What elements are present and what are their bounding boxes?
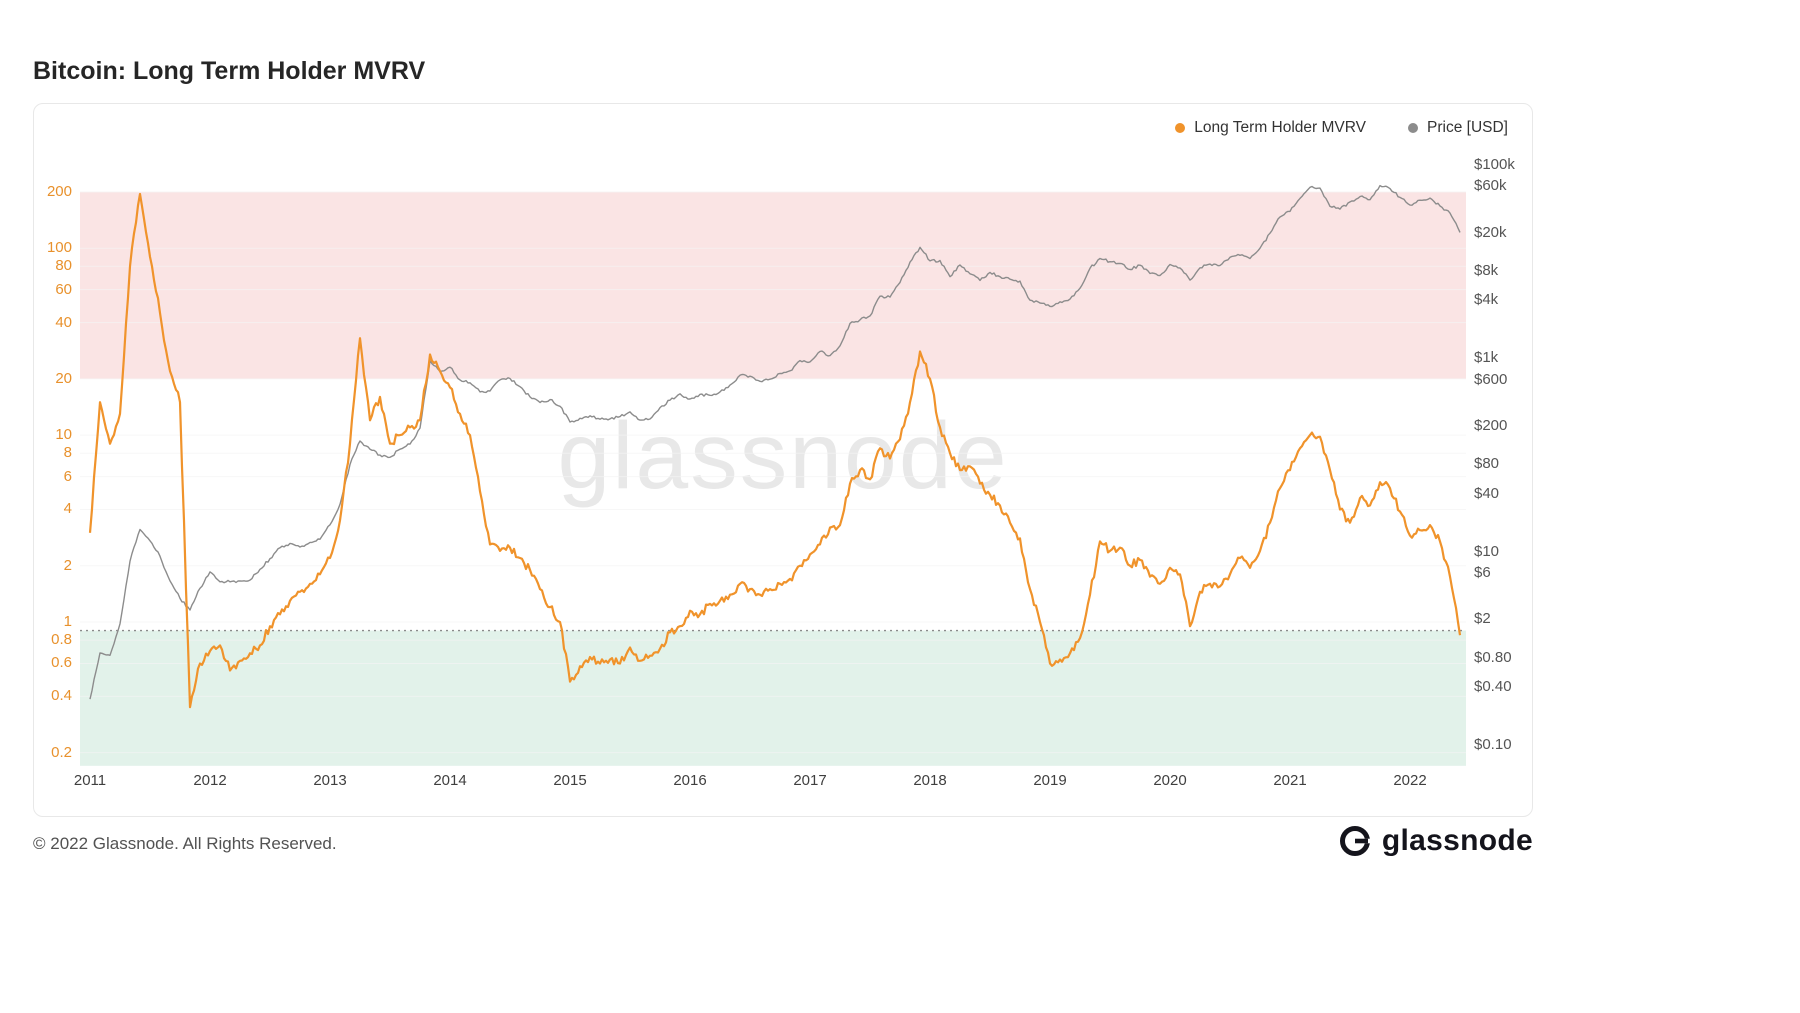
glassnode-watermark: glassnode [557,403,1009,509]
y-axis-left-tick: 0.4 [51,687,72,705]
y-axis-left-tick: 6 [63,467,72,485]
x-axis-tick: 2013 [313,772,347,789]
zone-undervaluation [80,630,1466,766]
y-axis-right-tick: $1k [1474,349,1499,367]
y-axis-right-tick: $0.40 [1474,677,1512,695]
y-axis-right-tick: $2 [1474,610,1491,628]
y-axis-right-tick: $20k [1474,223,1507,241]
x-axis-tick: 2021 [1273,772,1307,789]
y-axis-right-tick: $200 [1474,416,1508,434]
x-axis-tick: 2020 [1153,772,1187,789]
y-axis-left-tick: 60 [55,280,72,298]
y-axis-left-tick: 0.6 [51,654,72,672]
y-axis-left-tick: 8 [63,444,72,462]
y-axis-right-tick: $100k [1474,156,1515,173]
y-axis-left-tick: 0.2 [51,743,72,761]
glassnode-logo-icon [1339,826,1372,856]
series-mvrv-line[interactable] [88,192,1462,709]
y-axis-left-tick: 10 [55,426,72,444]
legend-item-mvrv[interactable]: Long Term Holder MVRV [1175,119,1366,137]
page-title: Bitcoin: Long Term Holder MVRV [33,56,426,85]
y-axis-right-tick: $0.10 [1474,736,1512,754]
glassnode-logo: glassnode [1338,824,1533,858]
x-axis-tick: 2017 [793,772,827,789]
y-axis-left-tick: 0.8 [51,631,72,649]
x-axis-tick: 2016 [673,772,707,789]
y-axis-right-tick: $80 [1474,455,1500,473]
legend-dot-price-icon [1408,123,1419,133]
footer-copyright: © 2022 Glassnode. All Rights Reserved. [33,834,337,853]
y-axis-right-tick: $6 [1474,564,1491,582]
y-axis-left-tick: 200 [46,182,72,200]
legend-item-price[interactable]: Price [USD] [1408,119,1508,137]
x-axis-tick: 2022 [1393,772,1427,789]
legend-dot-mvrv-icon [1175,123,1186,133]
x-axis-tick: 2015 [553,772,587,789]
x-axis-tick: 2012 [193,772,227,789]
y-axis-right-tick: $60k [1474,177,1507,195]
y-axis-left-tick: 80 [55,257,72,275]
glassnode-logo-text: glassnode [1381,824,1533,857]
y-axis-left-tick: 4 [63,500,72,518]
y-axis-left-tick: 100 [46,239,72,257]
y-axis-left-tick: 2 [63,556,72,574]
zone-overvaluation [80,191,1466,379]
y-axis-right-tick: $8k [1474,262,1499,280]
y-axis-right-tick: $4k [1474,291,1499,309]
legend-label-mvrv: Long Term Holder MVRV [1194,119,1367,136]
y-axis-right-tick: $10 [1474,542,1500,560]
y-axis-right-tick: $600 [1474,370,1508,388]
x-axis-tick: 2014 [433,772,467,789]
y-axis-right-tick: $40 [1474,484,1500,502]
x-axis-tick: 2011 [73,772,107,789]
x-axis-tick: 2019 [1033,772,1067,789]
series-price-line[interactable] [89,184,1461,700]
y-axis-right-tick: $0.80 [1474,648,1512,666]
y-axis-left-tick: 40 [55,313,72,331]
x-axis-tick: 2018 [913,772,947,789]
y-axis-left-tick: 20 [55,369,72,387]
legend-label-price: Price [USD] [1427,119,1508,136]
chart-legend: Long Term Holder MVRV Price [USD] [1175,119,1508,137]
y-axis-left-tick: 1 [63,613,72,630]
